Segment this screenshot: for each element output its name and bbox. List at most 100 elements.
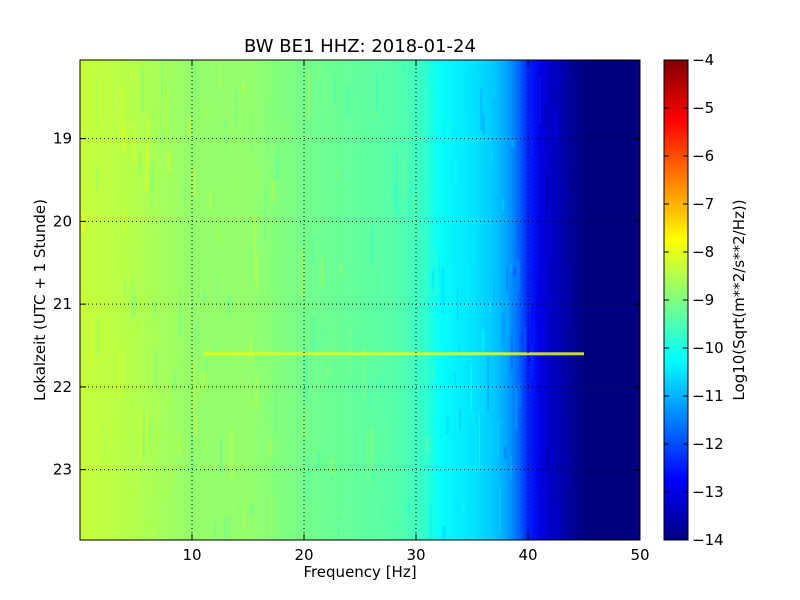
spectrogram-streak (266, 131, 268, 156)
spectrogram-streak (481, 329, 485, 351)
spectrogram-streak (478, 414, 480, 468)
spectrogram-streak (145, 146, 148, 193)
spectrogram-streak (150, 176, 154, 209)
spectrogram-streak (323, 74, 327, 109)
spectrogram-streak (297, 96, 300, 152)
spectrogram-streak (482, 113, 485, 135)
spectrogram-streak (200, 446, 203, 460)
spectrogram-streak (215, 275, 218, 307)
spectrogram-streak (131, 254, 133, 273)
spectrogram-streak (547, 218, 551, 260)
spectrogram-streak (188, 116, 192, 137)
spectrogram-streak (202, 291, 205, 302)
spectrogram-streak (283, 210, 286, 258)
spectrogram-streak (461, 524, 465, 540)
spectrogram-streak (152, 218, 154, 231)
spectrogram-streak (81, 290, 83, 316)
spectrogram-streak (353, 71, 355, 95)
spectrogram-streak (459, 409, 461, 430)
spectrogram-streak (374, 110, 377, 121)
spectrogram-streak (431, 362, 435, 381)
grid-lines (80, 60, 640, 540)
spectrogram-streak (156, 399, 160, 441)
spectrogram-streak (151, 526, 153, 538)
spectrogram-streak (555, 63, 558, 91)
spectrogram-streak (428, 66, 431, 86)
spectrogram-streak (148, 420, 151, 445)
spectrogram-streak (468, 535, 471, 540)
spectrogram-streak (146, 407, 148, 444)
spectrogram-streak (87, 122, 91, 146)
y-axis: 19 20 21 22 23 (53, 130, 640, 479)
spectrogram-streak (179, 290, 182, 336)
spectrogram-streak (541, 305, 543, 342)
spectrogram-streak (128, 433, 132, 487)
spectrogram-streak (153, 298, 157, 319)
spectrogram-streak (183, 178, 186, 206)
spectrogram-streak (232, 176, 234, 209)
spectrogram-streak (203, 435, 206, 455)
spectrogram-streak (425, 435, 429, 453)
spectrogram-streak (418, 361, 422, 402)
spectrogram-streak (175, 323, 177, 335)
spectral-line-mark (203, 352, 584, 356)
spectrogram-streak (407, 112, 409, 167)
spectrogram-streak (121, 260, 125, 269)
spectrogram-streak (381, 117, 383, 137)
spectrogram-streak (562, 358, 566, 378)
spectrogram-streak (531, 116, 533, 159)
spectrogram-streak (325, 495, 330, 536)
spectrogram-streak (267, 103, 269, 136)
spectrogram-streak (429, 430, 431, 474)
spectrogram-streak (136, 295, 140, 335)
spectrogram-streak (94, 190, 99, 220)
spectrogram-streak (501, 313, 505, 346)
spectrogram-streak (381, 503, 384, 519)
spectrogram-streak (109, 415, 114, 446)
spectrogram-streak (219, 60, 222, 89)
colorbar-tick-label: −9 (692, 291, 714, 309)
spectrogram-streak (340, 262, 343, 275)
spectrogram-streak (435, 250, 439, 301)
spectrogram-streak (115, 166, 117, 181)
spectrogram-streak (206, 357, 208, 372)
spectrogram-streak (544, 102, 547, 127)
spectrogram-streak (166, 477, 170, 503)
spectrogram-streak (327, 363, 330, 378)
spectrogram-streak (572, 165, 576, 193)
spectrogram-streak (254, 375, 259, 412)
spectrogram-streak (118, 349, 121, 398)
colorbar-label: Log10(Sqrt(m**2/s**2/Hz)) (730, 199, 748, 400)
spectrogram-streak (442, 526, 446, 540)
spectrogram-streak (252, 154, 256, 178)
spectrogram-streak (506, 267, 508, 294)
spectrogram-streak (170, 85, 172, 136)
spectrogram-streak (162, 131, 165, 147)
spectrogram-streak (177, 435, 181, 454)
spectrogram-streak (193, 458, 195, 474)
spectrogram-streak (263, 314, 266, 334)
spectrogram-streak (311, 235, 314, 263)
spectrogram-streak (250, 504, 254, 515)
spectrogram-streak (402, 153, 406, 199)
spectrogram-streak (505, 289, 510, 337)
spectrogram-streak (138, 151, 140, 174)
spectrogram-streak (95, 74, 99, 128)
spectrogram-streak (480, 87, 483, 130)
spectrogram-streak (462, 131, 464, 147)
spectrogram-streak (409, 159, 412, 215)
spectrogram-streak (321, 442, 324, 470)
spectrogram-streak (375, 271, 380, 297)
spectrogram-streak (513, 266, 517, 277)
spectrogram-streak (131, 67, 135, 83)
spectrogram-streak (446, 416, 449, 434)
spectrogram-streak (264, 185, 266, 240)
y-tick-label: 20 (53, 212, 72, 230)
spectrogram-streak (475, 426, 477, 473)
spectrogram-streak (509, 263, 512, 272)
spectrogram-streak (249, 338, 252, 362)
x-tick-label: 50 (630, 546, 649, 564)
spectrogram-streak (195, 382, 198, 397)
spectrogram-streak (369, 377, 370, 409)
spectrogram-streak (146, 117, 150, 166)
